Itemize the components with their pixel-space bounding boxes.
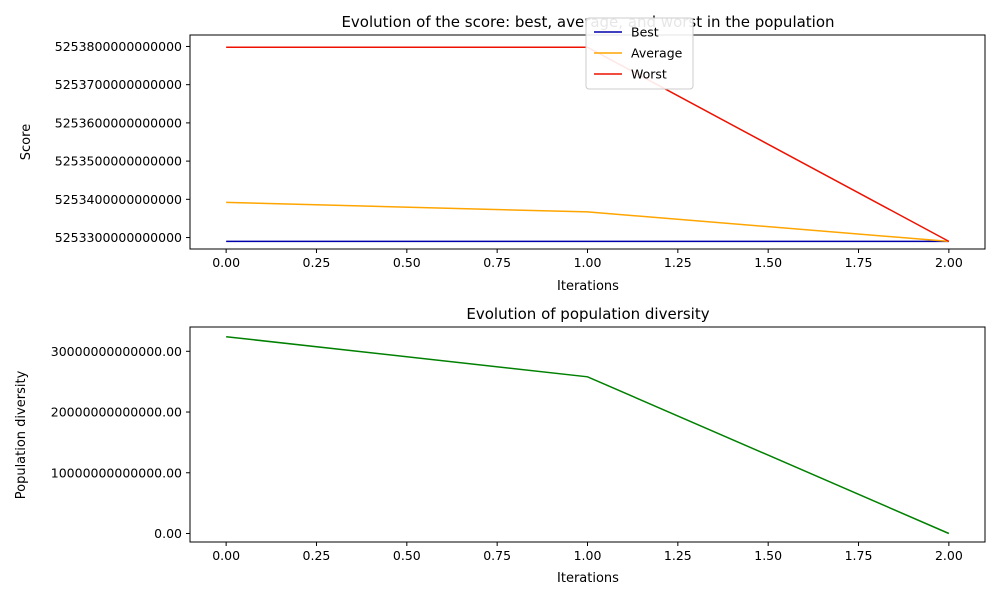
y-tick-label: 20000000000000.00 [51,405,182,420]
x-tick-label: 0.50 [393,255,421,270]
x-axis-label: Iterations [557,571,619,586]
x-tick-label: 1.25 [664,548,692,563]
x-tick-label: 0.00 [212,548,240,563]
legend: Best Average Worst [585,17,694,90]
chart-title: Evolution of population diversity [466,305,709,323]
legend-label: Average [631,46,683,61]
x-tick-label: 1.25 [664,255,692,270]
x-tick-label: 0.75 [483,548,511,563]
x-axis-label: Iterations [557,279,619,294]
series-line-average [226,201,949,243]
x-tick-label: 1.75 [845,255,873,270]
y-tick-label: 5253400000000000 [55,192,182,207]
y-tick-label: 5253700000000000 [55,77,182,92]
y-tick-label: 0.00 [154,526,182,541]
legend-label: Worst [631,67,667,82]
series-line-diversity [226,335,950,535]
y-tick-label: 5253800000000000 [55,39,182,54]
score-chart: Evolution of the score: best, average, a… [19,13,986,294]
x-tick-label: 1.00 [574,548,602,563]
x-tick-label: 2.00 [935,255,963,270]
x-tick-label: 0.25 [303,255,331,270]
legend-label: Best [631,25,659,40]
x-tick-label: 0.00 [212,255,240,270]
y-tick-label: 5253300000000000 [55,230,182,245]
y-tick-label: 5253500000000000 [55,154,182,169]
x-tick-label: 1.50 [754,255,782,270]
x-tick-label: 0.75 [483,255,511,270]
x-tick-label: 2.00 [935,548,963,563]
legend-box [585,17,694,90]
y-tick-label: 5253600000000000 [55,115,182,130]
y-axis-label: Score [19,124,34,160]
y-tick-label: 10000000000000.00 [51,465,182,480]
x-tick-label: 1.00 [574,255,602,270]
plot-frame [189,326,986,543]
diversity-chart: Evolution of population diversity Iterat… [14,305,986,586]
x-tick-label: 0.50 [393,548,421,563]
x-tick-label: 1.75 [845,548,873,563]
x-tick-label: 0.25 [303,548,331,563]
x-tick-label: 1.50 [754,548,782,563]
y-tick-label: 30000000000000.00 [51,344,182,359]
y-axis-label: Population diversity [14,370,29,499]
